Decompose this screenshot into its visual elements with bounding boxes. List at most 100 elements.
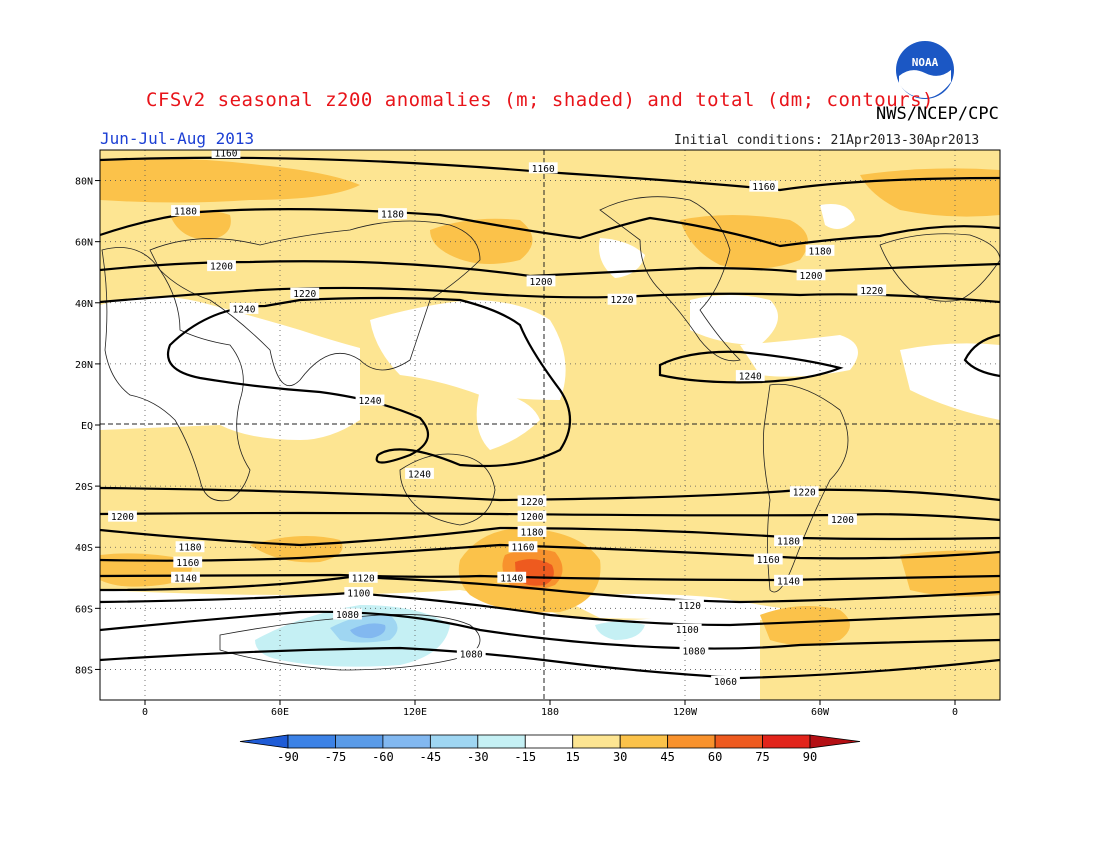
colorbar-box: [667, 734, 716, 749]
lon-label: 180: [541, 707, 559, 718]
colorbar-arrow-left: [239, 734, 289, 749]
lon-label: 0: [952, 707, 958, 718]
contour-label-bg: [805, 244, 835, 256]
contour-label-bg: [508, 541, 538, 553]
contour-label-bg: [735, 370, 765, 382]
contour-label: 1220: [521, 497, 544, 508]
contour-label: 1180: [809, 246, 832, 257]
contour-label-bg: [679, 645, 709, 657]
contour-label: 1080: [336, 610, 359, 621]
contour-label-bg: [173, 556, 203, 568]
season-label: Jun-Jul-Aug 2013: [100, 129, 255, 148]
contour-label: 1220: [611, 295, 634, 306]
lon-label: 120W: [673, 707, 698, 718]
contour-label: 1200: [521, 512, 544, 523]
contour-1200-nh: [100, 260, 1000, 278]
logo-text: NOAA: [912, 56, 939, 69]
contour-label-bg: [344, 587, 374, 599]
contour-label: 1180: [174, 207, 197, 218]
lon-label: 60E: [271, 707, 289, 718]
contour-1220-nh: [100, 286, 1000, 304]
contour-label: 1100: [347, 589, 370, 600]
colorbar-box: [287, 734, 336, 749]
colorbar-label: 45: [660, 750, 674, 764]
colorbar-box: [762, 734, 811, 749]
contour-1220-sh: [100, 486, 1000, 502]
contour-label: 1100: [676, 625, 699, 636]
contour-label-bg: [333, 608, 362, 620]
contour-1100-sh: [100, 591, 1000, 627]
contour-label: 1080: [460, 650, 483, 661]
contour-label: 1120: [352, 573, 375, 584]
lat-labels: 80N 60N 40N 20N EQ 20S 40S 60S 80S: [75, 177, 100, 676]
colorbar-label: -75: [325, 750, 347, 764]
lat-label: 40N: [75, 299, 93, 310]
lat-label: 80S: [75, 665, 93, 676]
contour-label-bg: [796, 269, 826, 281]
contour-label: 1160: [512, 543, 535, 554]
height-contours: [100, 156, 1000, 680]
contour-1180-sh: [100, 526, 1000, 547]
contour-label: 1240: [408, 469, 431, 480]
contour-label: 1240: [359, 396, 382, 407]
colorbar-box: [335, 734, 384, 749]
colorbar-arrow-right: [809, 734, 861, 749]
colorbar-label: -15: [514, 750, 536, 764]
contour-1180-nh: [100, 208, 1000, 248]
lat-label: 20N: [75, 360, 93, 371]
colorbar-box: [619, 734, 669, 749]
contour-label: 1220: [293, 289, 316, 300]
contour-1240-west: [167, 296, 571, 468]
lat-label: 60S: [75, 604, 93, 615]
contour-1240-edge: [963, 333, 1000, 378]
contour-label: 1140: [174, 573, 197, 584]
colorbar-box: [477, 734, 526, 749]
contour-label-bg: [175, 541, 205, 553]
contour-1160-sh: [100, 543, 1000, 562]
contour-label-bg: [229, 302, 259, 314]
contour-label-bg: [675, 599, 704, 611]
shading-negative: [255, 605, 645, 667]
contour-label-bg: [207, 260, 236, 272]
contour-label: 1080: [683, 647, 706, 658]
contour-label: 1200: [800, 271, 823, 282]
contour-label: 1200: [210, 262, 233, 273]
contour-1080-sh: [100, 610, 1000, 650]
contour-label: 1180: [381, 210, 404, 221]
contour-label-bg: [517, 525, 547, 537]
lat-label: 40S: [75, 543, 93, 554]
colorbar-box: [714, 734, 763, 749]
contour-label: 1160: [176, 558, 199, 569]
contour-label-bg: [711, 675, 740, 687]
contour-label-bg: [171, 205, 200, 217]
contour-label: 1160: [757, 555, 780, 566]
contour-label: 1140: [777, 576, 800, 587]
colorbar-label: -45: [420, 750, 442, 764]
chart-title: CFSv2 seasonal z200 anomalies (m; shaded…: [146, 89, 934, 111]
contour-1240-east: [658, 350, 844, 384]
contour-label: 1240: [233, 304, 256, 315]
contour-label-bg: [672, 623, 702, 635]
contour-label-bg: [348, 571, 378, 583]
contour-label-bg: [355, 394, 385, 406]
contour-label-bg: [774, 574, 803, 586]
colorbar-box: [524, 734, 574, 749]
contour-label-bg: [789, 486, 819, 498]
contour-labels: 1160 1160 1160 1180 1180 1180 1200 1200 1200 1220…: [108, 150, 887, 688]
contour-label: 1060: [714, 677, 737, 688]
colorbar-label: 60: [708, 750, 722, 764]
colorbar-label: 15: [566, 750, 580, 764]
colorbar-label: 30: [613, 750, 627, 764]
contour-1120-sh: [100, 575, 1000, 604]
contour-label: 1180: [521, 527, 544, 538]
lat-label: EQ: [81, 421, 93, 432]
colorbar-label: -30: [467, 750, 489, 764]
contour-label: 1200: [111, 512, 134, 523]
contour-label-bg: [108, 510, 137, 522]
contour-label-bg: [211, 150, 241, 159]
contour-label-bg: [607, 293, 637, 305]
contour-label: 1220: [793, 488, 816, 499]
lat-label: 60N: [75, 238, 93, 249]
